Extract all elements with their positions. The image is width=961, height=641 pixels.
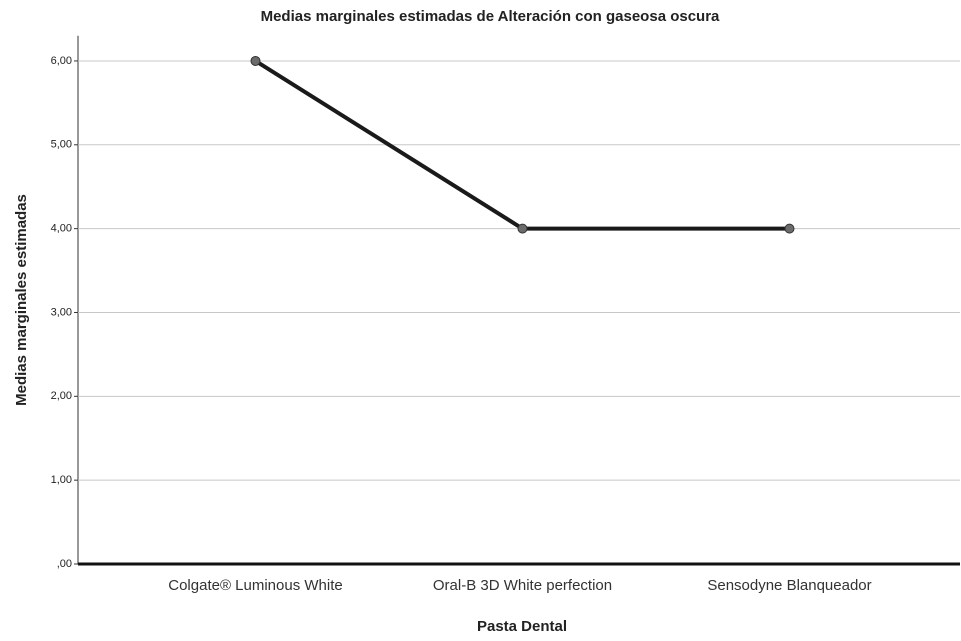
y-tick-label: 6,00 <box>51 55 72 67</box>
data-point <box>517 223 528 234</box>
y-tick-label: 3,00 <box>51 306 72 318</box>
y-tick-label: 1,00 <box>51 474 72 486</box>
x-tick-label: Colgate® Luminous White <box>168 577 342 594</box>
x-tick-label: Sensodyne Blanqueador <box>707 577 871 594</box>
y-axis-label: Medias marginales estimadas <box>13 194 30 406</box>
y-tick-label: 2,00 <box>51 390 72 402</box>
y-tick-label: 5,00 <box>51 139 72 151</box>
x-axis-label: Pasta Dental <box>477 618 567 635</box>
data-point <box>784 223 795 234</box>
data-point <box>250 55 261 66</box>
chart-title: Medias marginales estimadas de Alteració… <box>261 8 720 25</box>
y-tick-label: ,00 <box>57 558 72 570</box>
y-tick-label: 4,00 <box>51 223 72 235</box>
x-tick-label: Oral-B 3D White perfection <box>433 577 612 594</box>
